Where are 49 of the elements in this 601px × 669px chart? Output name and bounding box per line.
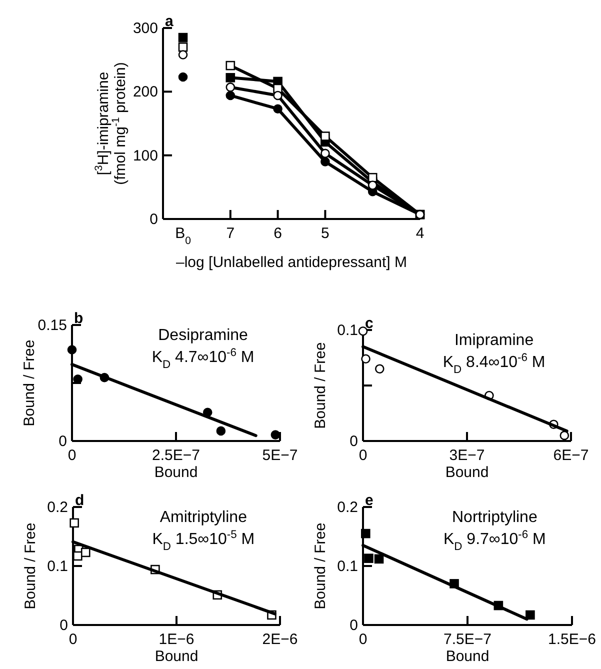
y-tick-label: 0 xyxy=(350,433,358,450)
y-tick-label: 0 xyxy=(350,617,358,634)
annotation: Amitriptyline xyxy=(160,509,248,526)
x-axis-title: Bound xyxy=(446,648,490,665)
x-tick-label: 3E−7 xyxy=(449,447,485,464)
x-tick-label: 6 xyxy=(274,225,282,242)
chart-title: c xyxy=(365,315,374,332)
x-tick-label: 1E−6 xyxy=(158,631,194,648)
chart-title: b xyxy=(74,310,84,327)
x-tick-label: 5E−7 xyxy=(262,447,298,464)
x-axis-title: Bound xyxy=(154,648,198,665)
x-tick-label: 7.5E−7 xyxy=(444,631,492,648)
y-axis-title: Bound / Free xyxy=(312,522,329,610)
x-tick-label: 2.5E−7 xyxy=(152,447,200,464)
x-tick-label: 7 xyxy=(226,225,235,242)
y-tick-label: 0.15 xyxy=(38,317,67,334)
annotation: Desipramine xyxy=(158,327,248,344)
y-tick-label: 200 xyxy=(132,84,158,101)
y-tick-label: 300 xyxy=(132,20,158,37)
chart-title: d xyxy=(75,492,84,509)
annotation: K$_{D}$ 9.7∞10$^{-6}$ M xyxy=(443,529,546,553)
annotation: K$_{D}$ 1.5∞10$^{-5}$ M xyxy=(152,529,255,553)
x-tick-label: 2E−6 xyxy=(262,631,298,648)
annotation: Imipramine xyxy=(454,332,534,349)
y-tick-label: 0.1 xyxy=(47,558,68,575)
x-axis-title: Bound xyxy=(445,464,489,481)
y-tick-label: 0.1 xyxy=(337,322,358,339)
x-tick-label: 5 xyxy=(321,225,330,242)
x-tick-label: B$_{0}$ xyxy=(175,225,192,247)
chart-title: a xyxy=(165,13,174,30)
x-axis-title: Bound xyxy=(154,464,198,481)
y-axis-title: Bound / Free xyxy=(312,342,329,429)
x-tick-label: 4 xyxy=(416,225,424,242)
x-axis-title: –log [Unlabelled antidepressant] M xyxy=(176,254,407,271)
annotation: K$_{D}$ 4.7∞10$^{-6}$ M xyxy=(152,347,254,371)
y-tick-label: 100 xyxy=(132,147,158,164)
chart-title: e xyxy=(365,492,374,509)
annotation: Nortriptyline xyxy=(452,509,538,526)
y-tick-label: 0 xyxy=(150,211,158,228)
y-tick-label: 0 xyxy=(60,617,68,634)
x-tick-label: 6E−7 xyxy=(553,447,589,464)
y-axis-title: Bound / Free xyxy=(21,340,38,426)
y-tick-label: 0.1 xyxy=(337,558,358,575)
y-axis-title: Bound / Free xyxy=(22,522,39,610)
y-tick-label: 0.2 xyxy=(337,499,358,516)
annotation: K$_{D}$ 8.4∞10$^{-6}$ M xyxy=(442,352,546,376)
y-tick-label: 0 xyxy=(58,433,67,450)
x-tick-label: 1.5E−6 xyxy=(548,631,596,648)
y-tick-label: 0.2 xyxy=(47,499,68,516)
